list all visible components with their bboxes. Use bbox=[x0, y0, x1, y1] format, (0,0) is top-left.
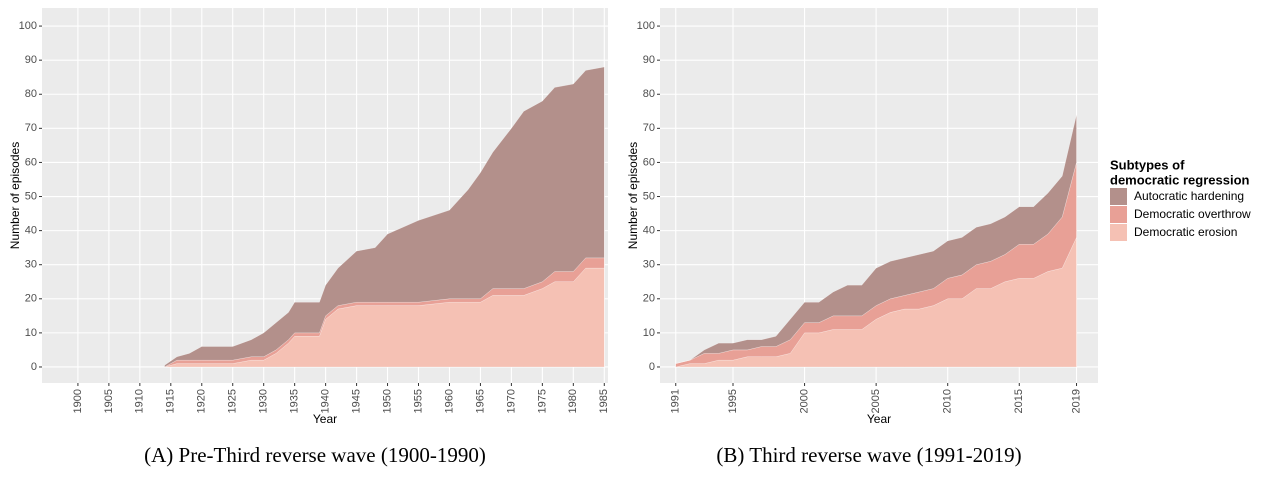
x-tick-label: 1935 bbox=[289, 389, 301, 413]
x-tick-label: 1905 bbox=[103, 389, 115, 413]
y-tick-label: 0 bbox=[649, 361, 655, 373]
x-tick-label: 1995 bbox=[727, 389, 739, 413]
x-tick-label: 1980 bbox=[567, 389, 579, 413]
y-tick-label: 40 bbox=[25, 225, 37, 237]
x-tick-label: 2015 bbox=[1013, 389, 1025, 413]
x-tick-label: 2000 bbox=[798, 389, 810, 413]
x-tick-label: 1915 bbox=[165, 389, 177, 413]
legend-label: Democratic erosion bbox=[1134, 225, 1237, 239]
y-tick-label: 10 bbox=[643, 327, 655, 339]
x-tick-label: 2005 bbox=[870, 389, 882, 413]
legend-title: democratic regression bbox=[1110, 172, 1250, 187]
y-tick-label: 90 bbox=[643, 54, 655, 66]
x-tick-label: 1970 bbox=[505, 389, 517, 413]
x-tick-label: 2019 bbox=[1070, 389, 1082, 413]
y-tick-label: 100 bbox=[637, 20, 655, 32]
caption: (B) Third reverse wave (1991-2019) bbox=[716, 443, 1021, 467]
y-tick-label: 80 bbox=[25, 88, 37, 100]
y-tick-label: 0 bbox=[31, 361, 37, 373]
y-axis-title: Number of episodes bbox=[626, 142, 640, 249]
y-tick-label: 30 bbox=[643, 259, 655, 271]
y-tick-label: 40 bbox=[643, 225, 655, 237]
x-tick-label: 1920 bbox=[196, 389, 208, 413]
x-tick-label: 2010 bbox=[942, 389, 954, 413]
x-axis-title: Year bbox=[313, 412, 337, 426]
y-tick-label: 20 bbox=[25, 293, 37, 305]
y-tick-label: 70 bbox=[25, 122, 37, 134]
y-tick-label: 50 bbox=[25, 190, 37, 202]
y-tick-label: 60 bbox=[25, 156, 37, 168]
x-tick-label: 1985 bbox=[598, 389, 610, 413]
x-tick-label: 1955 bbox=[412, 389, 424, 413]
area bbox=[675, 114, 1077, 364]
y-tick-label: 50 bbox=[643, 190, 655, 202]
x-tick-label: 1930 bbox=[258, 389, 270, 413]
y-tick-label: 70 bbox=[643, 122, 655, 134]
caption: (A) Pre-Third reverse wave (1900-1990) bbox=[144, 443, 486, 467]
area bbox=[164, 66, 605, 368]
x-tick-label: 1991 bbox=[670, 389, 682, 413]
y-tick-label: 10 bbox=[25, 327, 37, 339]
legend-key bbox=[1110, 188, 1127, 205]
x-tick-label: 1925 bbox=[227, 389, 239, 413]
legend-title: Subtypes of bbox=[1110, 157, 1185, 172]
x-tick-label: 1940 bbox=[320, 389, 332, 413]
x-axis-title: Year bbox=[867, 412, 891, 426]
plot bbox=[660, 8, 1098, 383]
y-tick-label: 30 bbox=[25, 259, 37, 271]
x-tick-label: 1950 bbox=[381, 389, 393, 413]
legend-label: Democratic overthrow bbox=[1134, 207, 1251, 221]
y-axis-title: Number of episodes bbox=[8, 142, 22, 249]
y-tick-label: 80 bbox=[643, 88, 655, 100]
legend-key bbox=[1110, 224, 1127, 241]
x-tick-label: 1945 bbox=[350, 389, 362, 413]
x-tick-label: 1900 bbox=[72, 389, 84, 413]
x-tick-label: 1960 bbox=[443, 389, 455, 413]
x-tick-label: 1975 bbox=[536, 389, 548, 413]
legend-label: Autocratic hardening bbox=[1134, 189, 1244, 203]
y-tick-label: 20 bbox=[643, 293, 655, 305]
x-tick-label: 1910 bbox=[134, 389, 146, 413]
x-tick-label: 1965 bbox=[474, 389, 486, 413]
plot bbox=[42, 8, 608, 383]
y-tick-label: 60 bbox=[643, 156, 655, 168]
y-tick-label: 90 bbox=[25, 54, 37, 66]
y-tick-label: 100 bbox=[19, 20, 37, 32]
legend-key bbox=[1110, 206, 1127, 223]
